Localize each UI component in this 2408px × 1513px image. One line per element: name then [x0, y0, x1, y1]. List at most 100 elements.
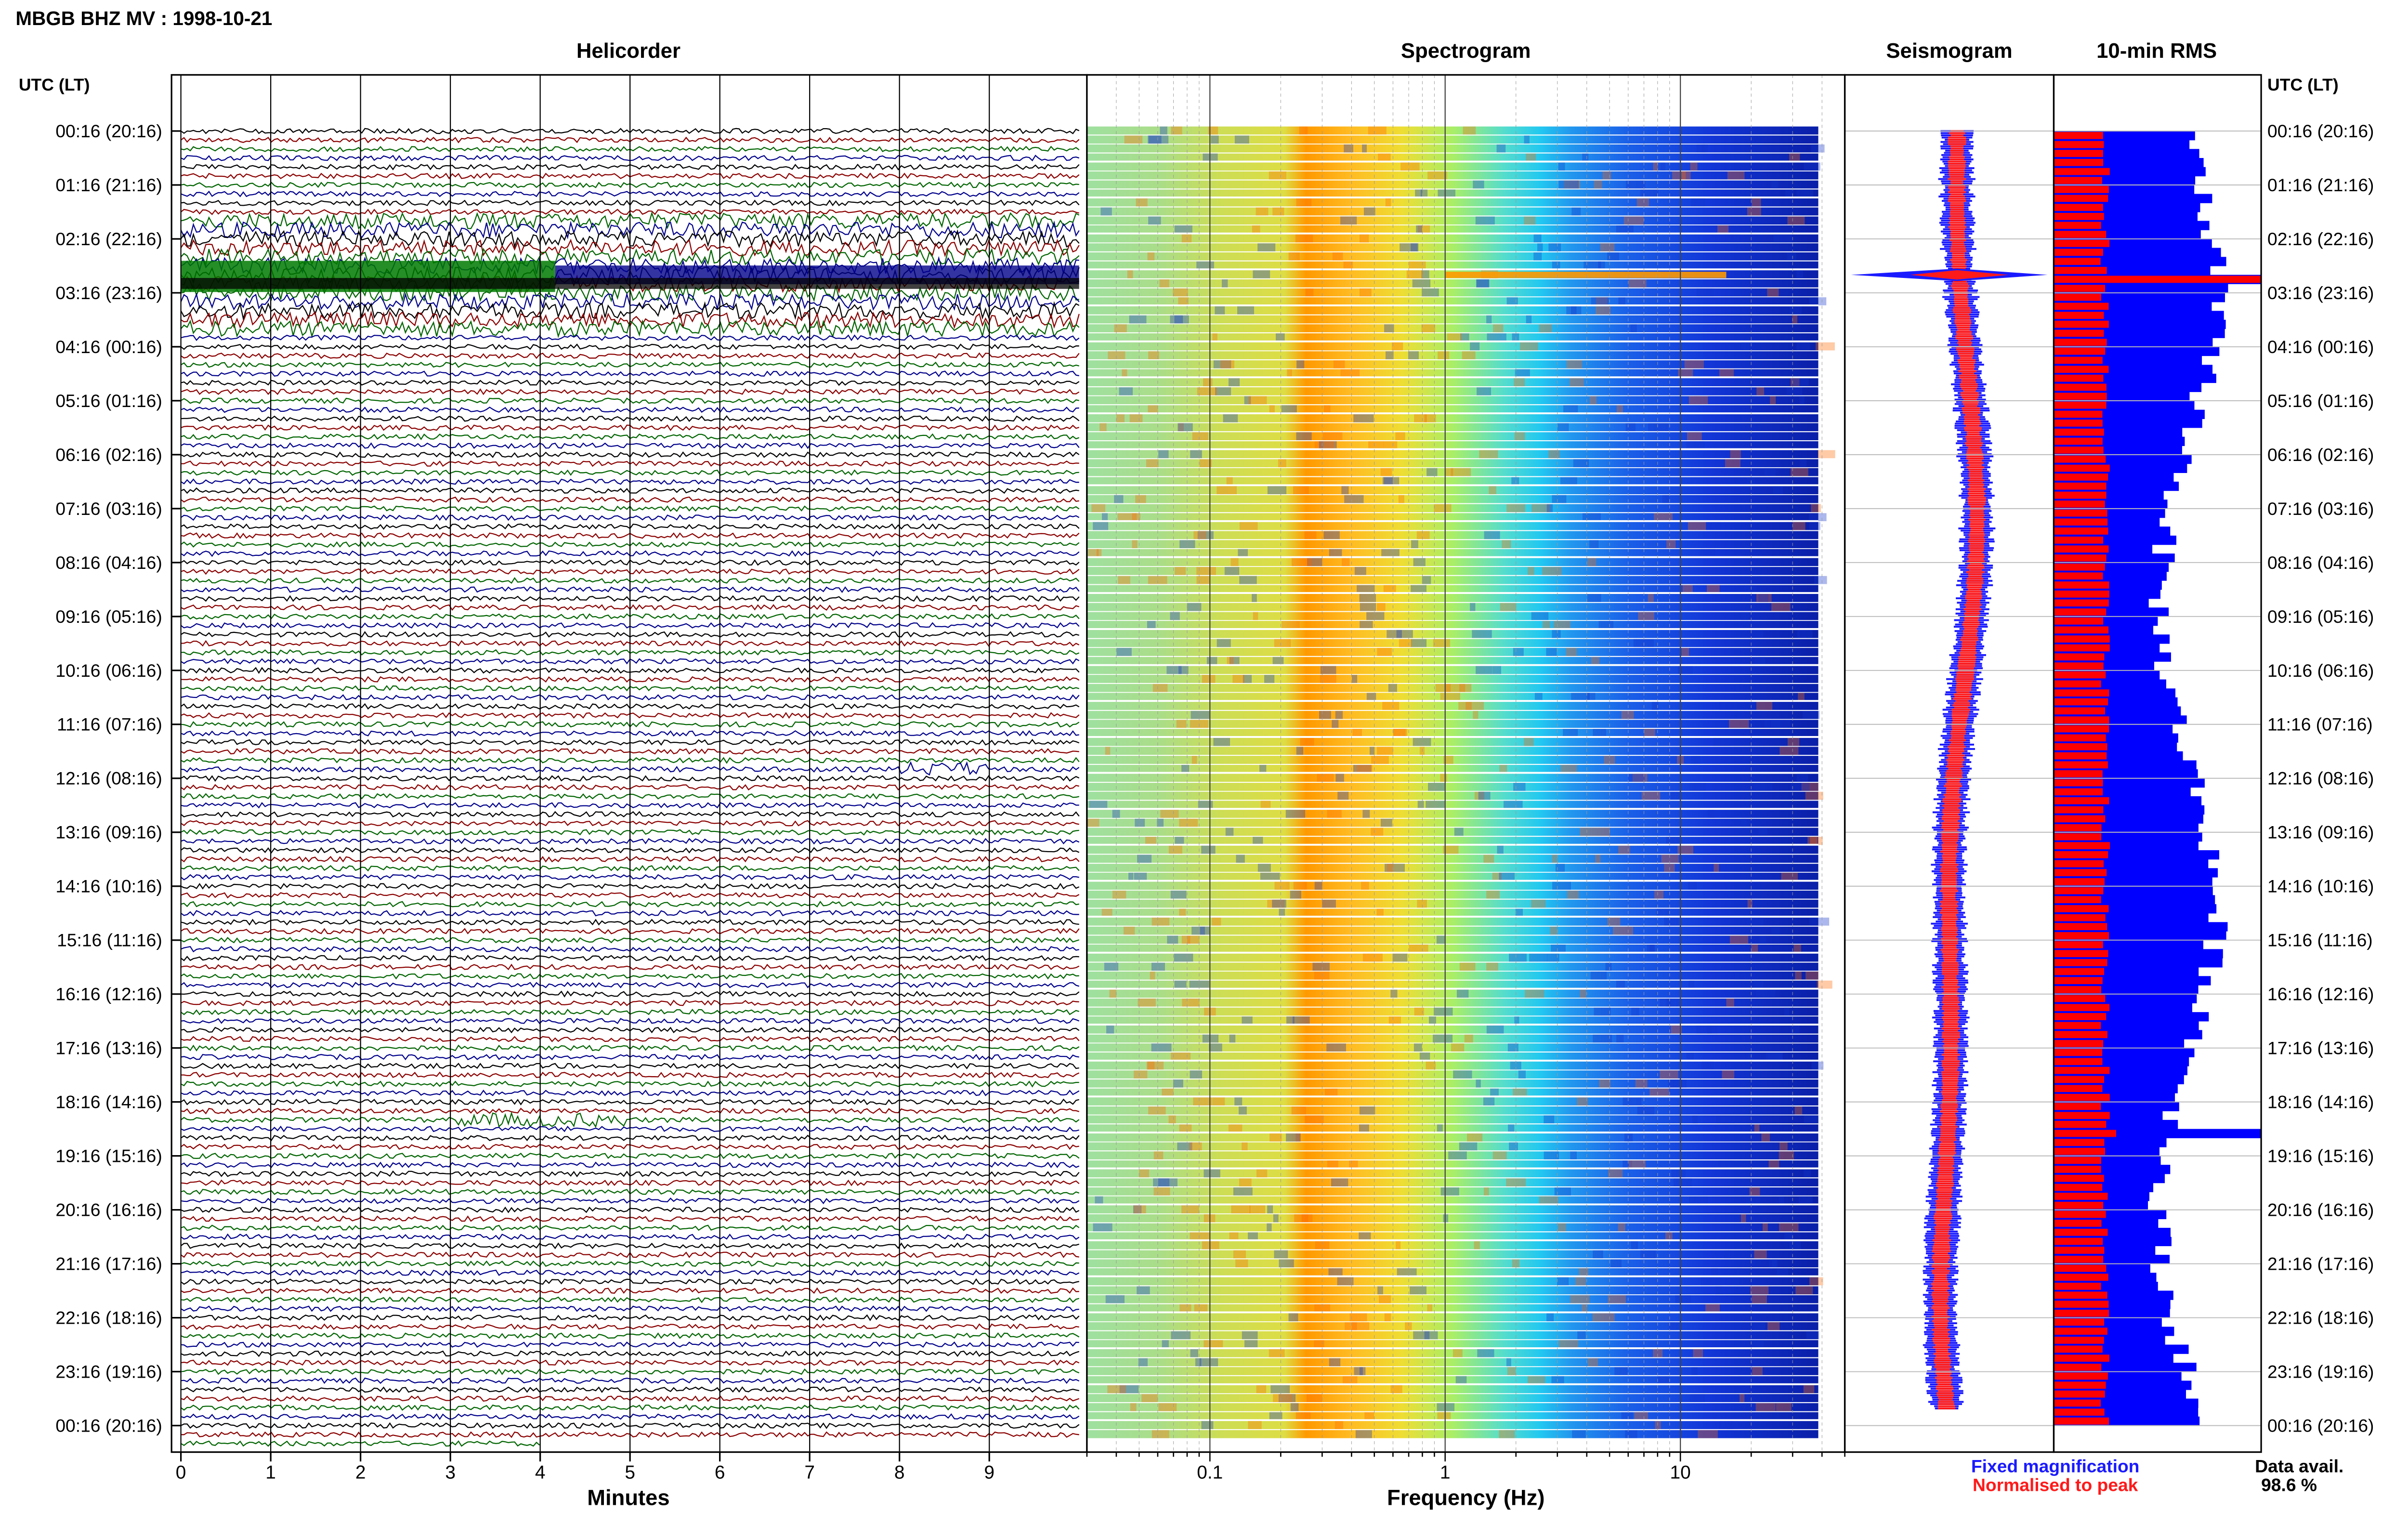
minute-tick-label: 8 — [894, 1462, 905, 1483]
spectrogram-speckle — [1421, 270, 1429, 278]
spectrogram-speckle — [1647, 944, 1655, 953]
spectrogram-speckle — [1486, 315, 1492, 324]
spectrogram-speckle — [1337, 1277, 1354, 1286]
time-label-left: 04:16 (00:16) — [55, 337, 162, 357]
spectrogram-row — [1086, 953, 1819, 962]
spectrogram-row — [1086, 189, 1819, 198]
spectrogram-speckle — [1194, 1304, 1208, 1313]
spectrogram-speckle — [1766, 1053, 1783, 1061]
spectrogram-row — [1086, 252, 1819, 261]
spectrogram-speckle — [1145, 837, 1156, 845]
spectrogram-speckle — [1158, 1178, 1178, 1187]
spectrogram-speckle — [1096, 549, 1102, 557]
spectrogram-speckle — [1363, 207, 1375, 216]
spectrogram-speckle — [1509, 953, 1527, 962]
spectrogram-speckle — [1281, 405, 1297, 413]
spectrogram-row — [1086, 144, 1819, 153]
rms-bar-normalised — [2054, 986, 2101, 993]
rms-bar-normalised — [2054, 1166, 2101, 1173]
spectrogram-speckle — [1124, 135, 1143, 144]
spectrogram-speckle — [1752, 1367, 1763, 1375]
spectrogram-speckle — [1671, 1025, 1682, 1034]
time-label-right: 20:16 (16:16) — [2267, 1200, 2374, 1220]
spectrogram-speckle — [1359, 234, 1369, 243]
spectrogram-speckle — [1758, 828, 1768, 836]
spectrogram-speckle — [1591, 297, 1609, 305]
spectrogram-speckle — [1239, 522, 1258, 530]
spectrogram-speckle — [1273, 1394, 1293, 1402]
spectrogram-speckle — [1558, 1340, 1579, 1348]
spectrogram-speckle — [1319, 441, 1337, 449]
minute-tick-label: 3 — [445, 1462, 456, 1483]
spectrogram-speckle — [1132, 513, 1140, 522]
spectrogram-speckle — [1138, 998, 1156, 1007]
spectrogram-speckle — [1393, 729, 1406, 737]
spectrogram-speckle — [1500, 603, 1517, 611]
rms-bar-normalised — [2054, 267, 2107, 274]
spectrogram-speckle — [1223, 414, 1238, 422]
spectrogram-row — [1086, 1268, 1819, 1276]
spectrogram-speckle — [1814, 576, 1827, 584]
spectrogram-speckle — [1796, 342, 1810, 351]
spectrogram-speckle — [1616, 980, 1625, 989]
spectrogram-row — [1086, 872, 1819, 881]
spectrogram-speckle — [1657, 908, 1670, 917]
spectrogram-speckle — [1426, 1061, 1436, 1070]
time-label-right: 22:16 (18:16) — [2267, 1308, 2374, 1328]
spectrogram-speckle — [1636, 198, 1649, 207]
spectrogram-speckle — [1249, 1205, 1265, 1214]
time-label-left: 20:16 (16:16) — [55, 1200, 162, 1220]
spectrogram-speckle — [1546, 504, 1553, 513]
rms-bar-normalised — [2054, 356, 2103, 364]
time-label-right: 07:16 (03:16) — [2267, 499, 2374, 519]
rms-bar-normalised — [2054, 1022, 2101, 1029]
spectrogram-speckle — [1771, 603, 1791, 611]
spectrogram-speckle — [1129, 414, 1143, 422]
spectrogram-speckle — [1296, 1412, 1311, 1421]
rms-bar-normalised — [2054, 222, 2101, 229]
spectrogram-row — [1086, 810, 1819, 818]
spectrogram-speckle — [1264, 675, 1275, 683]
spectrogram-speckle — [1558, 180, 1579, 189]
spectrogram-speckle — [1596, 306, 1611, 315]
spectrogram-speckle — [1793, 522, 1806, 530]
spectrogram-speckle — [1116, 414, 1125, 422]
spectrogram-speckle — [1413, 1043, 1422, 1052]
spectrogram-speckle — [1804, 1115, 1819, 1124]
spectrogram-speckle — [1801, 783, 1819, 791]
spectrogram-speckle — [1361, 881, 1369, 890]
spectrogram-speckle — [1634, 1412, 1649, 1421]
time-label-left: 06:16 (02:16) — [55, 445, 162, 465]
spectrogram-speckle — [1229, 1034, 1236, 1043]
spectrogram-speckle — [1582, 153, 1589, 162]
time-label-left: 05:16 (01:16) — [55, 391, 162, 411]
spectrogram-speckle — [1170, 890, 1187, 899]
spectrogram-speckle — [1590, 828, 1610, 836]
spectrogram-speckle — [1701, 144, 1708, 153]
spectrogram-speckle — [1384, 477, 1393, 486]
spectrogram-speckle — [1630, 324, 1637, 332]
spectrogram-speckle — [1641, 791, 1661, 800]
spectrogram-row — [1086, 1142, 1819, 1151]
spectrogram-row — [1086, 944, 1819, 953]
spectrogram-row — [1086, 675, 1819, 683]
rms-bar-normalised — [2054, 932, 2109, 939]
rms-bar-normalised — [2054, 491, 2107, 499]
spectrogram-speckle — [1272, 657, 1284, 665]
rms-bar-normalised — [2054, 374, 2104, 382]
spectrogram-row — [1086, 1115, 1819, 1124]
spectrogram-speckle — [1415, 189, 1423, 198]
spectrogram-row — [1086, 162, 1819, 171]
spectrogram-speckle — [1107, 1385, 1126, 1394]
spectrogram-speckle — [1392, 953, 1408, 962]
spectrogram-speckle — [1811, 1061, 1824, 1070]
spectrogram-speckle — [1631, 1241, 1638, 1250]
spectrogram-speckle — [1322, 432, 1343, 440]
rms-bar-normalised — [2054, 401, 2107, 409]
rms-bar-normalised — [2054, 249, 2103, 256]
spectrogram-row — [1086, 908, 1819, 917]
spectrogram-speckle — [1807, 837, 1823, 845]
spectrogram-speckle — [1689, 1196, 1708, 1205]
spectrogram-speckle — [1719, 702, 1738, 710]
